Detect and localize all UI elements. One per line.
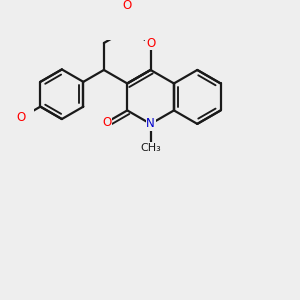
Text: O: O <box>146 37 155 50</box>
Text: N: N <box>146 117 155 130</box>
Text: O: O <box>123 0 132 12</box>
Text: O: O <box>17 111 26 124</box>
Text: CH₃: CH₃ <box>140 142 161 153</box>
Text: O: O <box>102 116 111 129</box>
